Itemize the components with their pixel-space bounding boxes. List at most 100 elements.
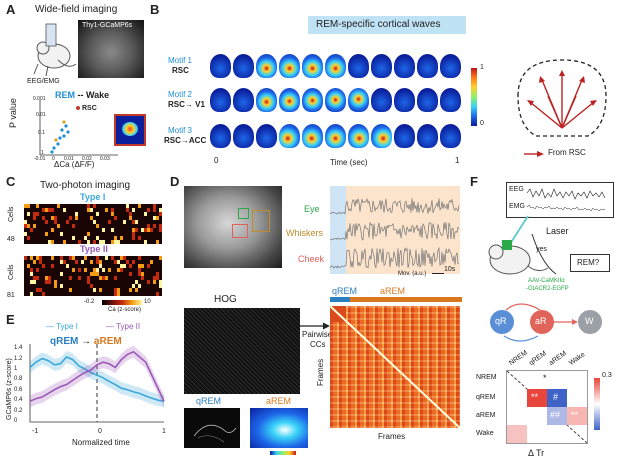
mouse-line-tag: Thy1-GCaMP6s [82,22,133,29]
motif-frame [417,88,438,112]
heatmap-cell [147,224,150,228]
e-xtick: 1 [162,428,166,435]
heatmap-cell [99,240,102,244]
motif-frame [371,124,392,148]
heatmap-cell [108,220,111,224]
rec-label: EEG/EMG [27,78,60,85]
heatmap-cell [114,216,117,220]
motif-1-region: RSC [172,66,189,75]
heatmap-cell [102,240,105,244]
heatmap-cell [75,212,78,216]
heatmap-cell [126,204,129,208]
heatmap-cell [24,256,27,260]
frames-y-label: Frames [316,358,325,386]
heatmap-cell [135,288,138,292]
panel-label-e: E [6,312,15,327]
heatmap-cell [117,260,120,264]
heatmap-cell [132,260,135,264]
motif-frame [325,54,346,78]
panel-a-title: Wide-field imaging [35,4,118,15]
heatmap-cell [114,288,117,292]
motif-frame [279,88,300,112]
motif-2-region: RSC→ V1 [168,100,205,109]
motif-frame [279,54,300,78]
ytick: 0.001 [33,96,46,102]
scatter-ylabel: P value [8,98,18,128]
node-qr: qR [490,310,514,334]
heatmap-cell [90,272,93,276]
mov-label: Mov. (a.u.) [398,271,427,277]
heatmap-cell [141,272,144,276]
heatmap-cell [60,284,63,288]
heatmap-cell [93,220,96,224]
eeg-emg-box: EEG EMG [506,182,614,218]
node-ar-label: aR [535,316,547,326]
scatter-plot [39,100,118,156]
movement-traces [329,198,460,269]
motif-frame [325,124,346,148]
heatmap-cell [105,208,108,212]
cell-arem-wake: ** [567,407,587,425]
node-w-label: W [585,316,594,326]
cell-arem-wake-mark: ** [571,410,579,420]
heatmap-cell [48,276,51,280]
heatmap-cell [45,280,48,284]
heatmap-cell [39,256,42,260]
heatmap-cell [135,280,138,284]
heatmap-cell [114,260,117,264]
heatmap-cell [69,276,72,280]
heatmap-cell [129,212,132,216]
cell-qrem-qrem-mark: ** [531,392,539,402]
type2-n: 81 [7,292,15,299]
e-xlabel: Normalized time [72,438,130,447]
heatmap-cell [93,288,96,292]
motif-frame [256,54,277,78]
col-nrem: NREM [507,349,529,367]
row-arem: aREM [476,412,496,419]
heatmap-cell [33,260,36,264]
heatmap-cell [150,260,153,264]
motif-frame [394,54,415,78]
heatmap-cell [51,208,54,212]
qrem-example-image [184,408,240,448]
heatmap-cell [24,204,27,208]
heatmap-cell [141,264,144,268]
colorbar-f-max: 0.3 [602,372,612,379]
state-transition-graph [503,303,578,342]
colorbar-b [471,68,477,126]
heatmap-cell [87,240,90,244]
heatmap-cell [138,264,141,268]
cell-qrem-arem: # [547,389,567,407]
panel-label-f: F [470,174,478,189]
heatmap-cell [141,228,144,232]
motif-frame [417,54,438,78]
heatmap-cell [96,212,99,216]
trace-cheek-label: Cheek [298,254,325,264]
e-ytick: 1.2 [14,355,23,362]
colorbar-max: 1 [480,64,484,71]
heatmap-cell [138,256,141,260]
scale-label: 10s [444,266,456,273]
hog-image [184,308,300,394]
heatmap-cell [135,228,138,232]
virus-line-1: AAV-CaMKIIα [528,278,565,284]
heatmap-cell [159,280,162,284]
xtick: 0.03 [100,156,110,162]
heatmap-cell [156,292,159,296]
qrem-label: qREM [332,286,358,296]
arem-example-label: aREM [266,396,292,406]
heatmap-cell [153,216,156,220]
trace-eye-label: Eye [304,204,320,214]
motif-frame [325,88,346,112]
time-start: 0 [214,156,219,165]
heatmap-cell [87,280,90,284]
heatmap-cell [144,212,147,216]
motif-3-name: Motif 3 [168,126,193,135]
heatmap-cell [90,260,93,264]
heatmap-cell [69,288,72,292]
transition-matrix: * ** # ## ** [506,370,588,444]
heatmap-cell [114,276,117,280]
heatmap-cell [51,240,54,244]
hog-label: HOG [214,294,237,305]
scale-bar [432,273,444,274]
